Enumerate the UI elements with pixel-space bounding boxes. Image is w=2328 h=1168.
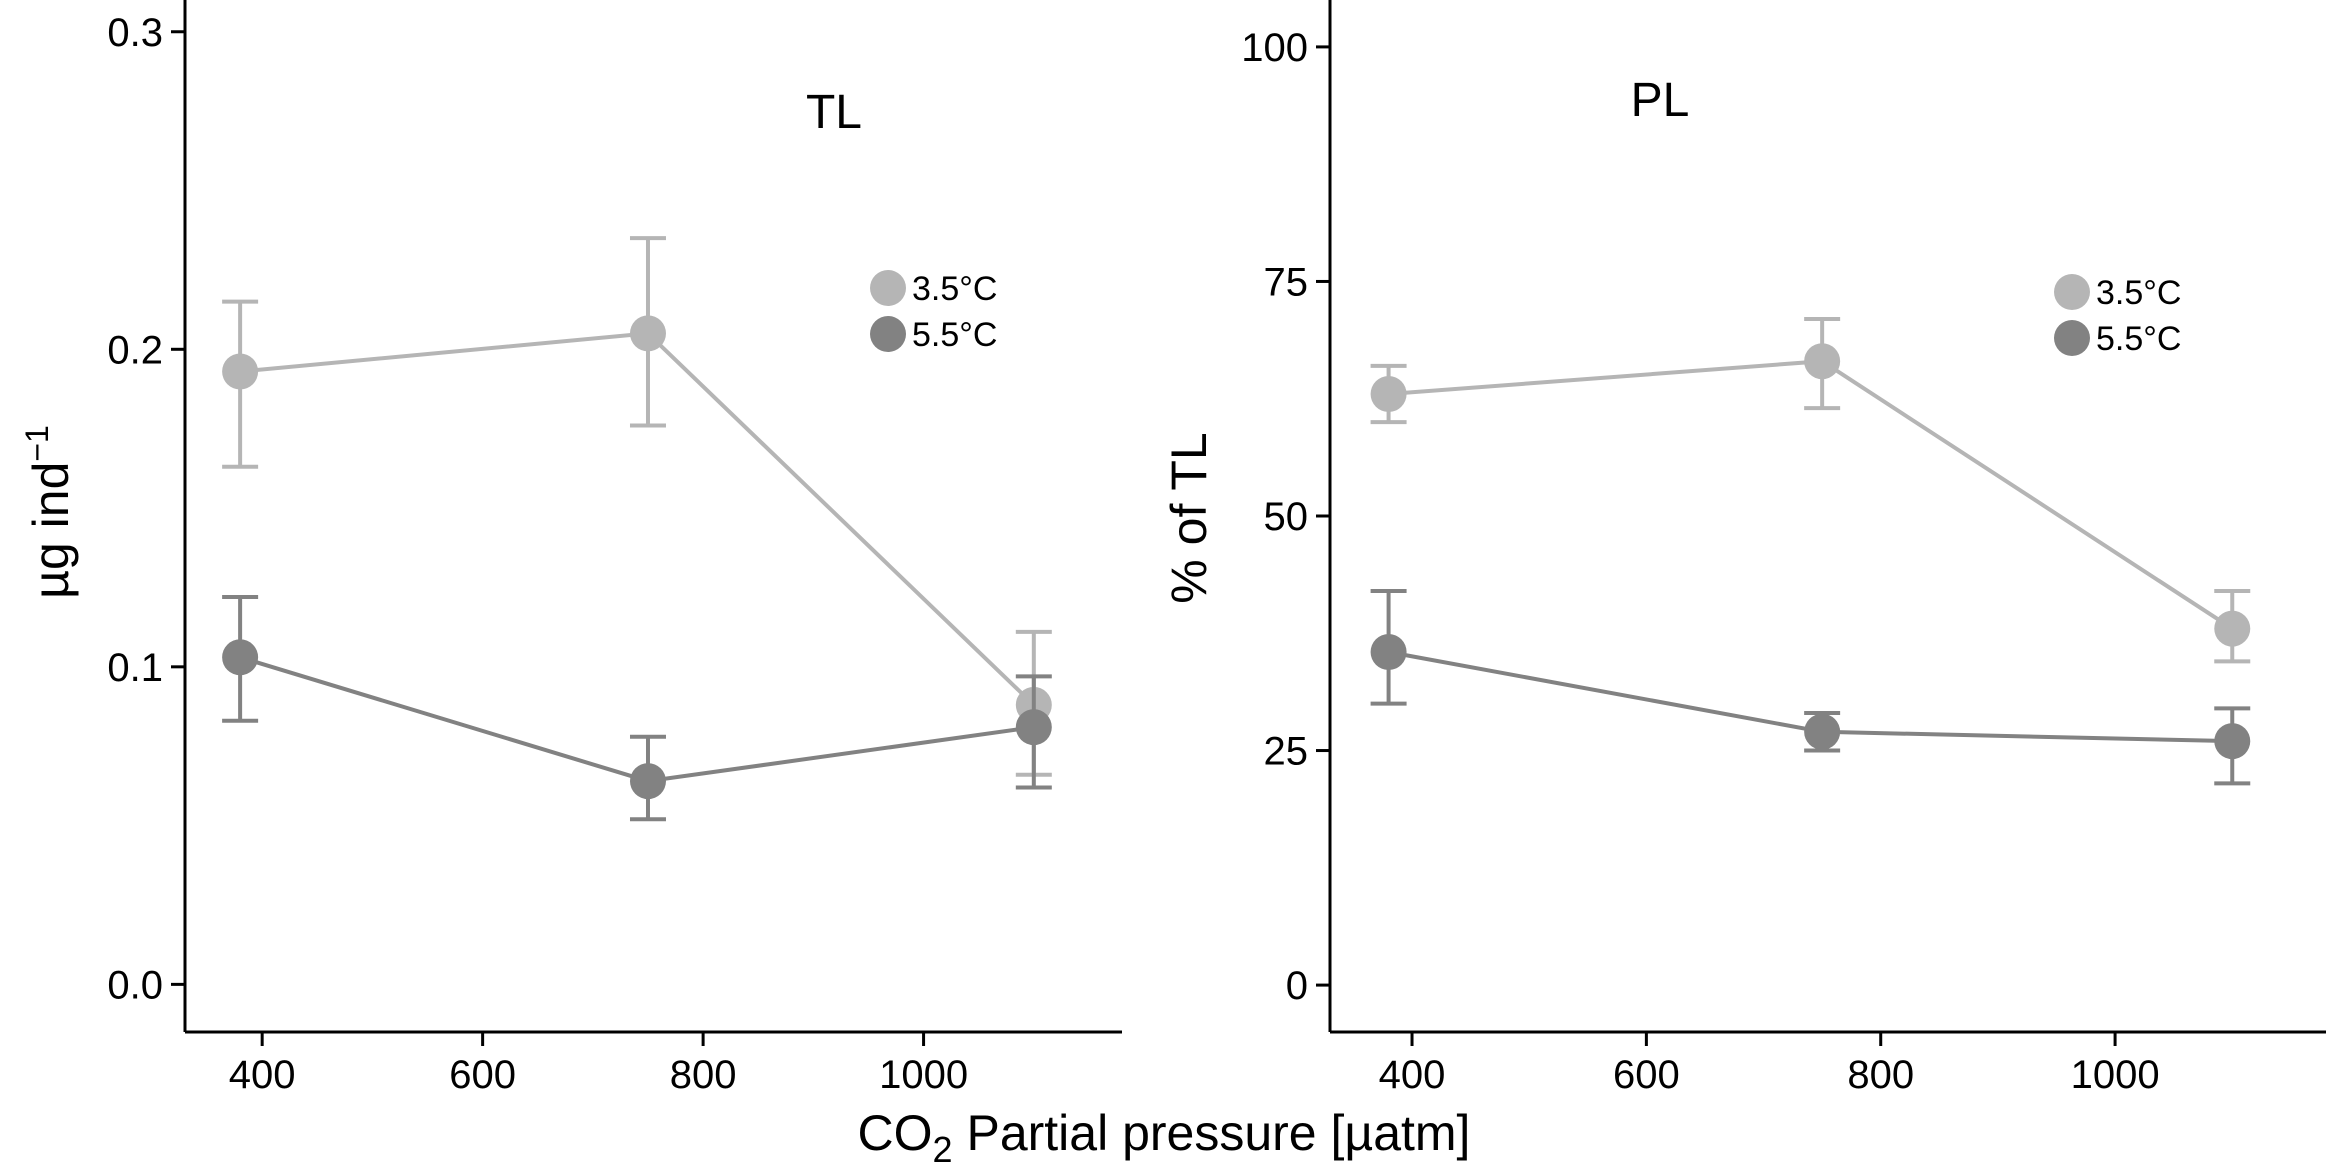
series-dark (222, 594, 1052, 822)
panel-tl: µg ind−1 0.0 0.1 0.2 0.3 400 600 800 1000 TL 3… (19, 0, 1122, 1097)
y-axis-title-tl: µg ind−1 (19, 425, 79, 599)
x-axis-title: CO2 Partial pressure [µatm] (858, 1105, 1471, 1168)
y-axis-title-pl: % of TL (1161, 432, 1217, 603)
legend-tl: 3.5°C 5.5°C (870, 270, 997, 354)
y-ticks-pl: 0 25 50 75 100 (1241, 26, 1330, 1008)
data-point (222, 639, 259, 676)
panel-title-tl: TL (806, 86, 862, 139)
data-point (1370, 376, 1407, 413)
legend-swatch (870, 316, 906, 352)
y-tick-label: 100 (1241, 26, 1308, 70)
x-tick-label: 1000 (2071, 1053, 2160, 1097)
legend-label: 3.5°C (2096, 274, 2181, 312)
x-ticks-pl: 400 600 800 1000 (1379, 1032, 2160, 1097)
data-point (629, 763, 666, 800)
y-tick-label: 50 (1264, 495, 1309, 539)
y-tick-label: 25 (1264, 730, 1309, 774)
y-tick-label: 75 (1264, 260, 1309, 304)
x-tick-label: 800 (670, 1053, 737, 1097)
data-point (629, 315, 666, 352)
x-tick-label: 1000 (879, 1053, 968, 1097)
series-layer-tl (222, 236, 1052, 822)
data-point (222, 353, 259, 390)
data-point (1804, 713, 1841, 750)
x-ticks-tl: 400 600 800 1000 (229, 1032, 968, 1097)
y-tick-label: 0.2 (107, 328, 163, 372)
series-line (1388, 359, 2234, 631)
y-tick-label: 0.1 (107, 646, 163, 690)
series-line (239, 331, 1036, 707)
series-line (239, 655, 1035, 784)
series-light (1370, 316, 2251, 664)
legend-label: 3.5°C (912, 270, 997, 308)
series-layer-pl (1370, 316, 2251, 786)
series-dark (1370, 589, 2251, 786)
panel-title-pl: PL (1631, 74, 1690, 127)
data-point (1804, 343, 1841, 380)
panel-pl: % of TL 0 25 50 75 100 400 600 800 1000 PL 3.5°… (1161, 0, 2326, 1097)
legend-swatch (2054, 320, 2090, 356)
y-tick-label: 0 (1286, 964, 1308, 1008)
legend-label: 5.5°C (912, 316, 997, 354)
legend-swatch (2054, 274, 2090, 310)
data-point (2214, 723, 2251, 760)
y-ticks-tl: 0.0 0.1 0.2 0.3 (107, 11, 185, 1007)
x-tick-label: 400 (1379, 1053, 1446, 1097)
data-point (1015, 709, 1052, 746)
y-tick-label: 0.0 (107, 963, 163, 1007)
legend-pl: 3.5°C 5.5°C (2054, 274, 2181, 358)
data-point (2214, 610, 2251, 647)
x-tick-label: 800 (1847, 1053, 1914, 1097)
y-tick-label: 0.3 (107, 11, 163, 55)
data-point (1370, 634, 1407, 671)
x-tick-label: 600 (449, 1053, 516, 1097)
legend-label: 5.5°C (2096, 320, 2181, 358)
x-tick-label: 600 (1613, 1053, 1680, 1097)
x-tick-label: 400 (229, 1053, 296, 1097)
legend-swatch (870, 270, 906, 306)
